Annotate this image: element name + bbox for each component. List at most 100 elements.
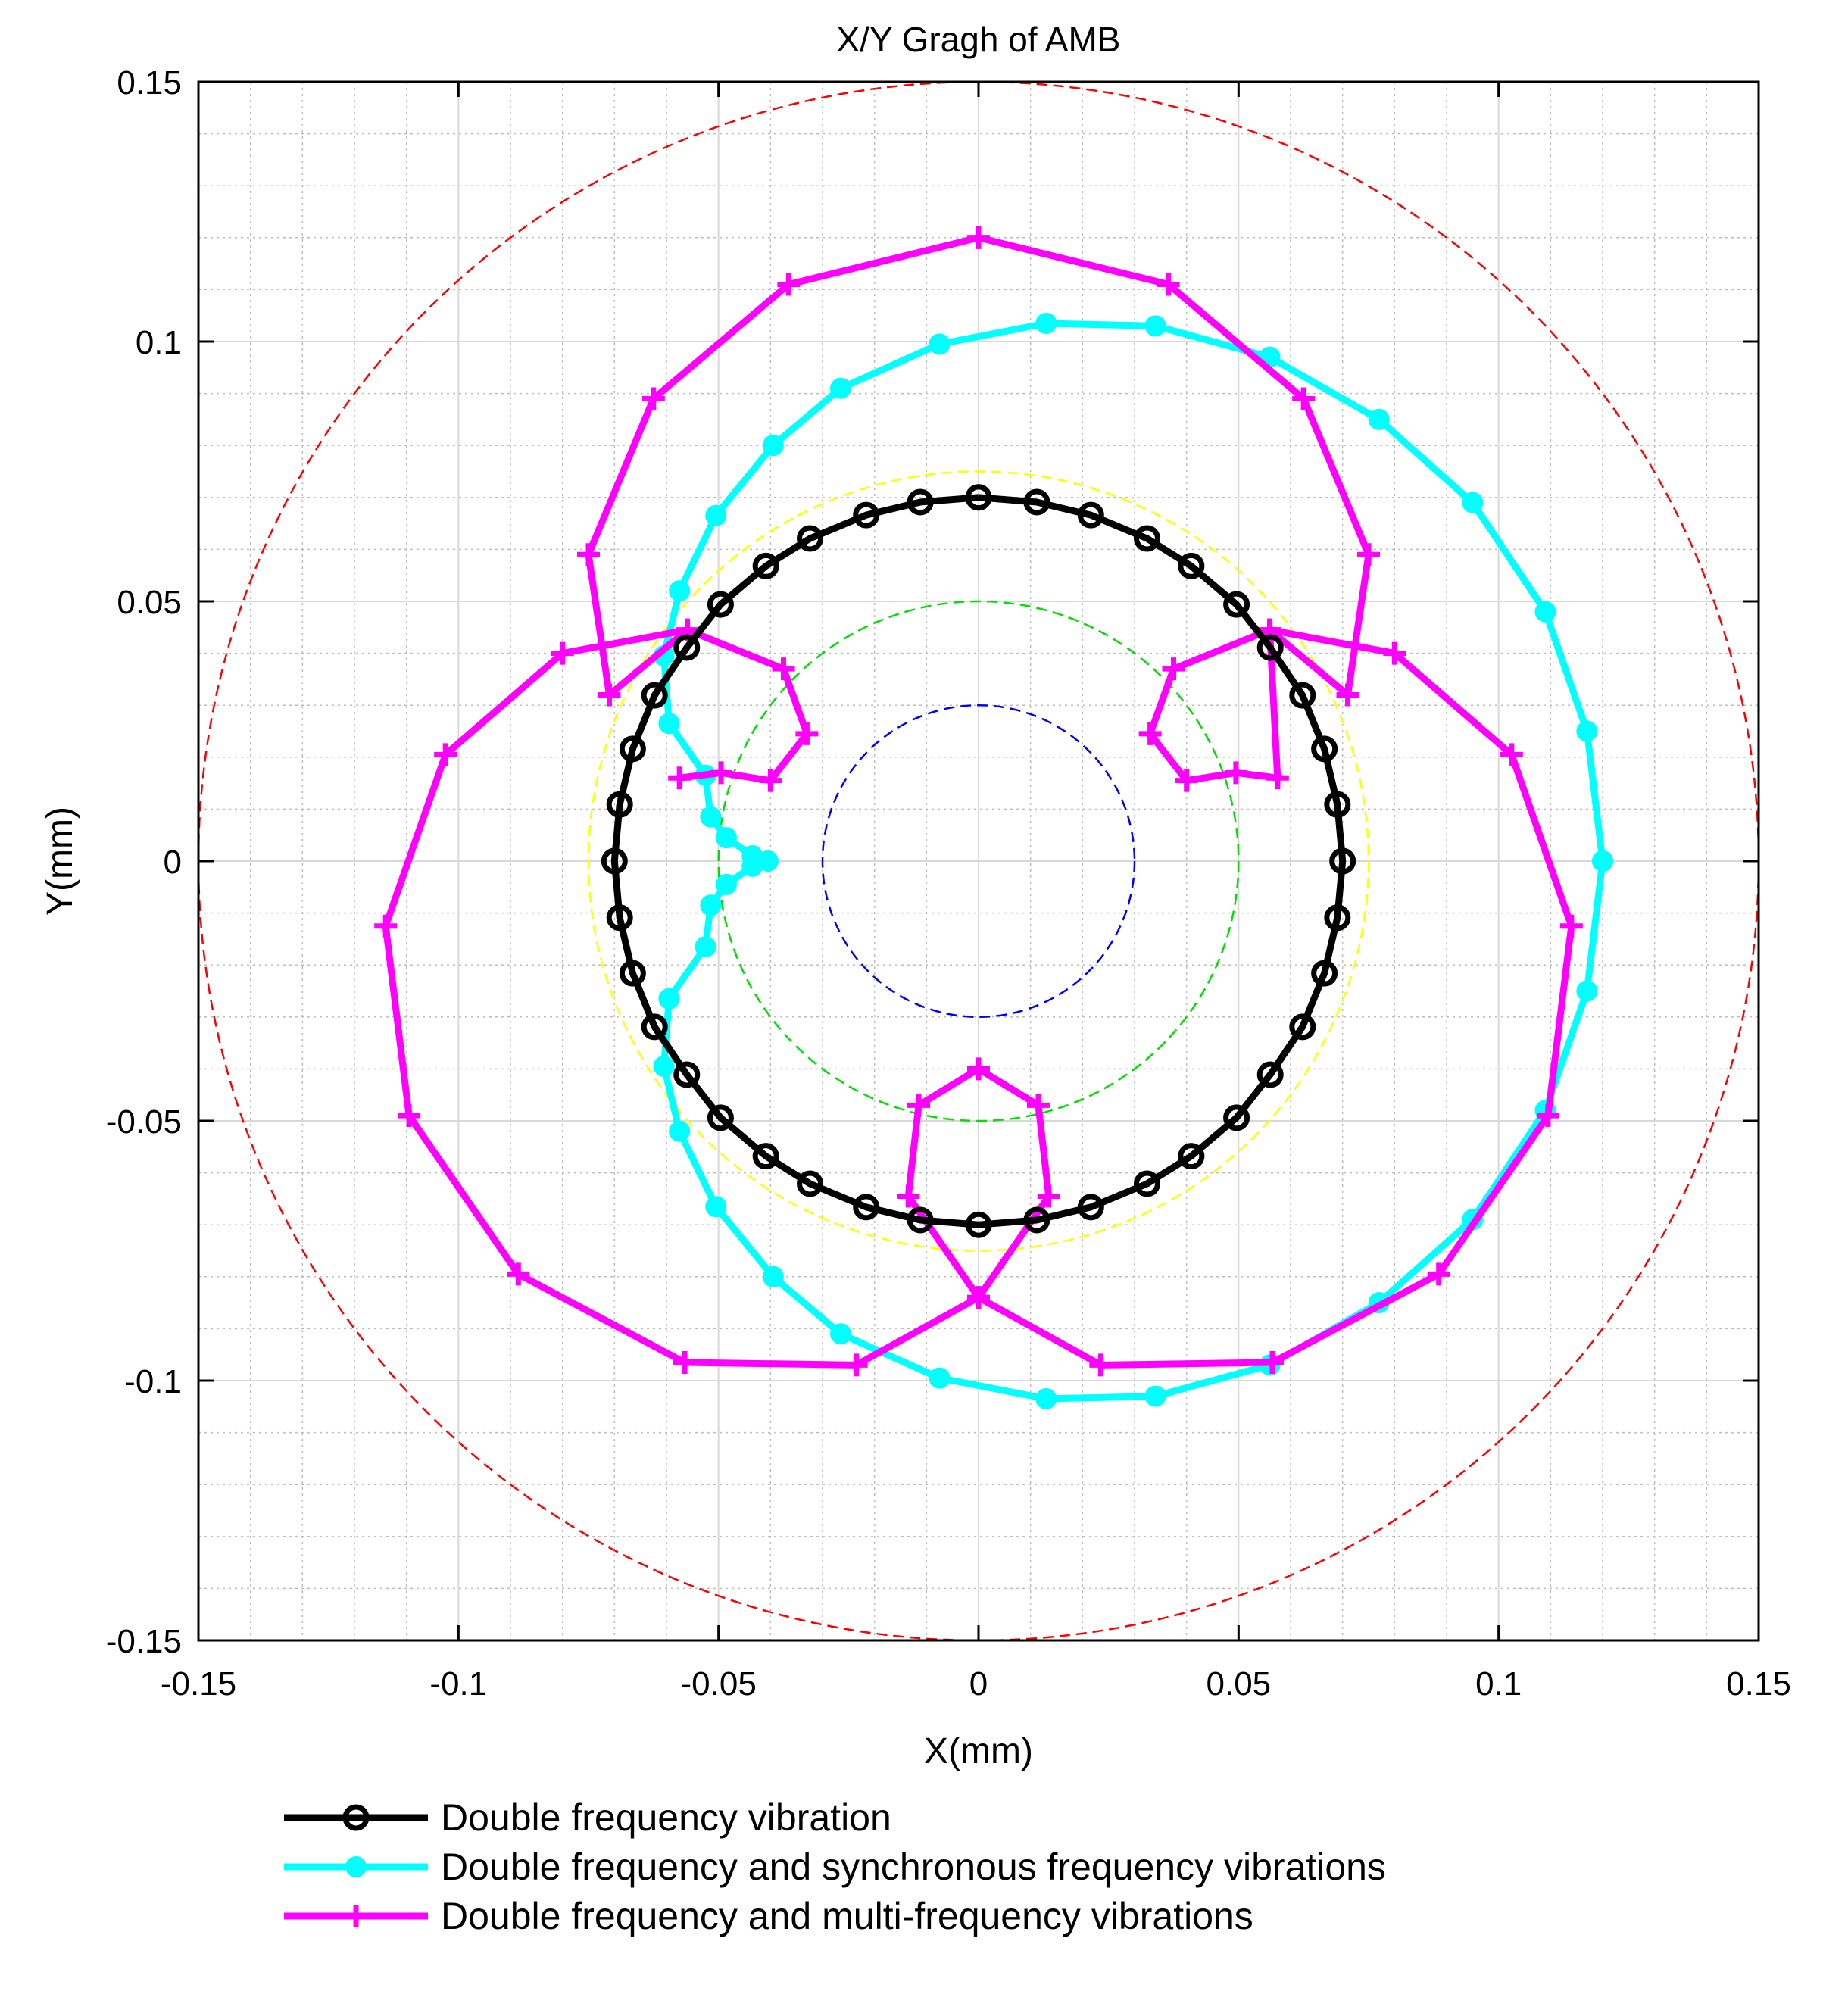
data-point — [929, 1367, 951, 1389]
data-point — [777, 273, 801, 296]
data-point — [853, 501, 880, 529]
data-point — [1500, 743, 1523, 766]
x-axis-label: X(mm) — [924, 1731, 1033, 1771]
data-point — [965, 1211, 992, 1238]
legend-label: Double frequency and multi-frequency vib… — [441, 1895, 1253, 1937]
y-tick-label: 0.1 — [136, 324, 182, 361]
data-point — [1144, 1385, 1166, 1407]
legend-label: Double frequency vibration — [441, 1796, 891, 1839]
data-point — [897, 1184, 920, 1208]
data-point — [1462, 492, 1484, 513]
data-point — [1260, 1350, 1284, 1374]
data-point — [641, 682, 668, 709]
data-point — [673, 1061, 701, 1088]
data-point — [853, 1194, 880, 1221]
data-point — [374, 914, 398, 938]
data-point — [967, 1286, 990, 1309]
data-point — [965, 484, 992, 511]
data-point — [1224, 761, 1247, 785]
data-point — [752, 552, 779, 579]
data-point — [668, 766, 691, 790]
axis-ticks — [197, 80, 1760, 1642]
data-point — [1266, 766, 1289, 790]
data-point — [797, 525, 824, 552]
data-point — [1576, 980, 1598, 1002]
data-point — [907, 1206, 934, 1234]
data-point — [641, 1013, 668, 1041]
data-point — [1037, 1184, 1060, 1208]
x-tick-label: 0 — [969, 1665, 988, 1702]
data-point — [1223, 1104, 1250, 1131]
data-point — [1256, 634, 1284, 661]
data-point — [434, 743, 457, 766]
data-point — [673, 1350, 697, 1374]
data-point — [1089, 1353, 1113, 1377]
data-point — [715, 827, 737, 849]
series-layer — [374, 226, 1613, 1410]
data-point — [1133, 525, 1160, 552]
data-point — [715, 873, 737, 895]
data-point — [1077, 1194, 1104, 1221]
data-point — [762, 1266, 784, 1287]
data-point — [1289, 1013, 1316, 1041]
x-tick-label: -0.1 — [429, 1665, 487, 1702]
data-point — [1311, 960, 1338, 987]
data-point — [641, 387, 665, 410]
legend-entry: Double frequency and multi-frequency vib… — [284, 1895, 1253, 1937]
data-point — [1292, 387, 1316, 410]
data-point — [710, 761, 733, 785]
data-point — [707, 591, 734, 618]
data-point — [1324, 904, 1351, 932]
data-point — [1368, 408, 1390, 430]
data-point — [797, 1170, 824, 1197]
data-point — [658, 988, 680, 1010]
data-point — [1592, 850, 1613, 872]
data-point — [830, 1323, 852, 1345]
y-tick-label: 0.15 — [117, 64, 182, 101]
data-point — [772, 657, 795, 681]
data-point — [1077, 501, 1104, 529]
data-point — [1133, 1170, 1160, 1197]
legend-entry: Double frequency vibration — [284, 1796, 891, 1839]
data-point — [1162, 657, 1185, 681]
data-point — [907, 1094, 931, 1117]
data-point — [1427, 1262, 1450, 1286]
y-tick-label: -0.15 — [106, 1623, 182, 1660]
data-point — [1175, 769, 1198, 792]
data-point — [551, 641, 574, 665]
data-point — [1035, 312, 1057, 334]
data-point — [606, 904, 633, 932]
data-point — [507, 1262, 530, 1286]
reference-circle — [821, 704, 1136, 1019]
x-tick-label: -0.15 — [161, 1665, 236, 1702]
data-point — [669, 580, 691, 602]
data-point — [1178, 552, 1205, 579]
data-point — [759, 769, 782, 792]
x-tick-label: 0.1 — [1475, 1665, 1522, 1702]
data-point — [844, 1353, 868, 1377]
data-point — [1023, 1206, 1050, 1234]
y-tick-label: -0.1 — [124, 1363, 182, 1400]
data-point — [619, 735, 646, 763]
data-point — [707, 1104, 734, 1131]
series-3 — [374, 226, 1583, 1377]
data-point — [1144, 315, 1166, 337]
data-point — [1178, 1143, 1205, 1170]
data-point — [700, 806, 722, 828]
x-tick-label: 0.05 — [1207, 1665, 1272, 1702]
y-axis-label: Y(mm) — [40, 807, 80, 916]
data-point — [1026, 1094, 1050, 1117]
data-point — [1329, 847, 1356, 875]
data-point — [577, 543, 600, 566]
data-point — [967, 1057, 990, 1081]
data-point — [398, 1104, 421, 1128]
data-point — [1289, 682, 1316, 709]
reference-circle — [587, 470, 1370, 1252]
data-point — [1534, 601, 1556, 623]
data-point — [1157, 273, 1180, 296]
data-point — [830, 377, 852, 399]
data-point — [967, 226, 990, 249]
data-point — [705, 1196, 727, 1218]
data-point — [1383, 641, 1406, 665]
data-point — [929, 333, 951, 355]
